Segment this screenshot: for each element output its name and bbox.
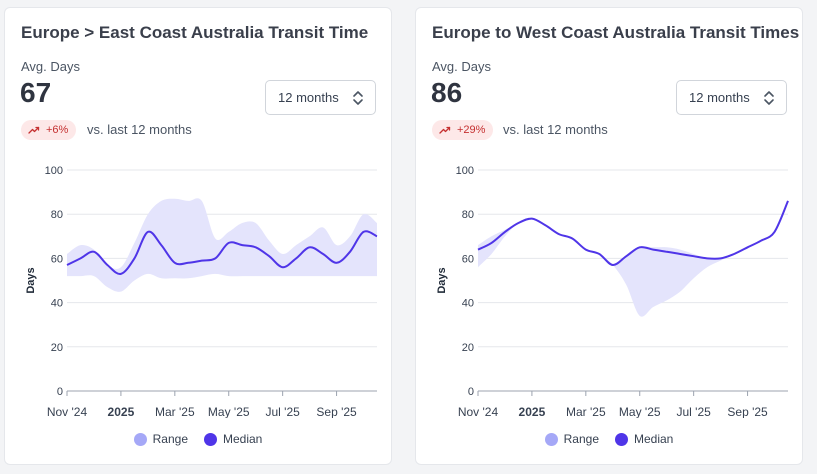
- y-axis-label: Days: [436, 267, 448, 293]
- card-title: Europe > East Coast Australia Transit Ti…: [21, 23, 369, 42]
- x-tick-label: 2025: [519, 405, 546, 418]
- trending-up-icon: [439, 126, 451, 134]
- period-select-value: 12 months: [689, 90, 750, 105]
- x-tick-label: Jul '25: [676, 405, 711, 418]
- y-tick-label: 60: [462, 253, 474, 265]
- x-tick-label: May '25: [619, 405, 661, 418]
- legend-item-median[interactable]: Median: [204, 432, 262, 446]
- transit-chart: 0 20 40 60 80 100 Nov '24 2025 Mar '25 May '25 Jul…: [25, 165, 378, 418]
- legend-item-range[interactable]: Range: [544, 432, 599, 446]
- y-tick-label: 0: [57, 386, 63, 398]
- median-line: [477, 200, 789, 266]
- chevron-up-down-icon: [764, 91, 774, 105]
- legend-label-median: Median: [634, 432, 674, 446]
- median-line: [66, 230, 378, 275]
- x-tick-label: Jul '25: [265, 405, 300, 418]
- y-tick-label: 100: [456, 165, 474, 177]
- x-tick-label: May '25: [208, 405, 250, 418]
- x-tick-label: Sep '25: [727, 405, 768, 418]
- x-tick-label: Mar '25: [155, 405, 195, 418]
- legend-item-median[interactable]: Median: [615, 432, 673, 446]
- x-tick-label: Mar '25: [566, 405, 606, 418]
- metric-value: 86: [431, 77, 463, 108]
- trending-up-icon: [28, 126, 40, 134]
- x-tick-label: 2025: [108, 405, 135, 418]
- transit-card-east: Europe > East Coast Australia Transit Ti…: [4, 7, 392, 465]
- range-area: [478, 200, 788, 317]
- chart-legend: Range Median: [416, 432, 802, 446]
- legend-label-median: Median: [223, 432, 263, 446]
- transit-card-west: Europe to West Coast Australia Transit T…: [415, 7, 803, 465]
- chevron-up-down-icon: [353, 91, 363, 105]
- median-swatch: [615, 432, 628, 446]
- y-tick-label: 60: [51, 253, 63, 265]
- median-swatch: [204, 432, 217, 446]
- comparison-text: vs. last 12 months: [87, 122, 192, 137]
- change-badge-value: +6%: [46, 124, 69, 136]
- y-tick-label: 80: [51, 209, 63, 221]
- x-tick-label: Nov '24: [458, 405, 499, 418]
- metric-label: Avg. Days: [432, 59, 492, 74]
- card-title: Europe to West Coast Australia Transit T…: [432, 23, 800, 42]
- transit-chart: 0 20 40 60 80 100 Nov '24 2025 Mar '25 May '25 Jul…: [436, 165, 789, 418]
- y-axis-label: Days: [25, 267, 37, 293]
- metric-value: 67: [20, 77, 52, 108]
- period-select[interactable]: 12 months: [265, 80, 376, 115]
- y-tick-label: 20: [462, 342, 474, 354]
- range-swatch: [133, 432, 147, 446]
- legend-item-range[interactable]: Range: [133, 432, 188, 446]
- change-badge-value: +29%: [457, 124, 486, 136]
- legend-label-range: Range: [152, 432, 188, 446]
- y-tick-label: 40: [462, 298, 474, 310]
- metric-label: Avg. Days: [21, 59, 81, 74]
- period-select-value: 12 months: [278, 90, 339, 105]
- range-area: [67, 198, 377, 292]
- legend-label-range: Range: [563, 432, 599, 446]
- x-tick-label: Nov '24: [47, 405, 88, 418]
- change-badge: +6%: [21, 120, 77, 140]
- period-select[interactable]: 12 months: [676, 80, 787, 115]
- comparison-text: vs. last 12 months: [503, 122, 608, 137]
- chart-legend: Range Median: [5, 432, 391, 446]
- range-swatch: [544, 432, 558, 446]
- y-tick-label: 0: [468, 386, 474, 398]
- y-tick-label: 20: [51, 342, 63, 354]
- y-tick-label: 80: [462, 209, 474, 221]
- y-tick-label: 40: [51, 298, 63, 310]
- x-tick-label: Sep '25: [316, 405, 357, 418]
- change-badge: +29%: [432, 120, 494, 140]
- y-tick-label: 100: [45, 165, 63, 177]
